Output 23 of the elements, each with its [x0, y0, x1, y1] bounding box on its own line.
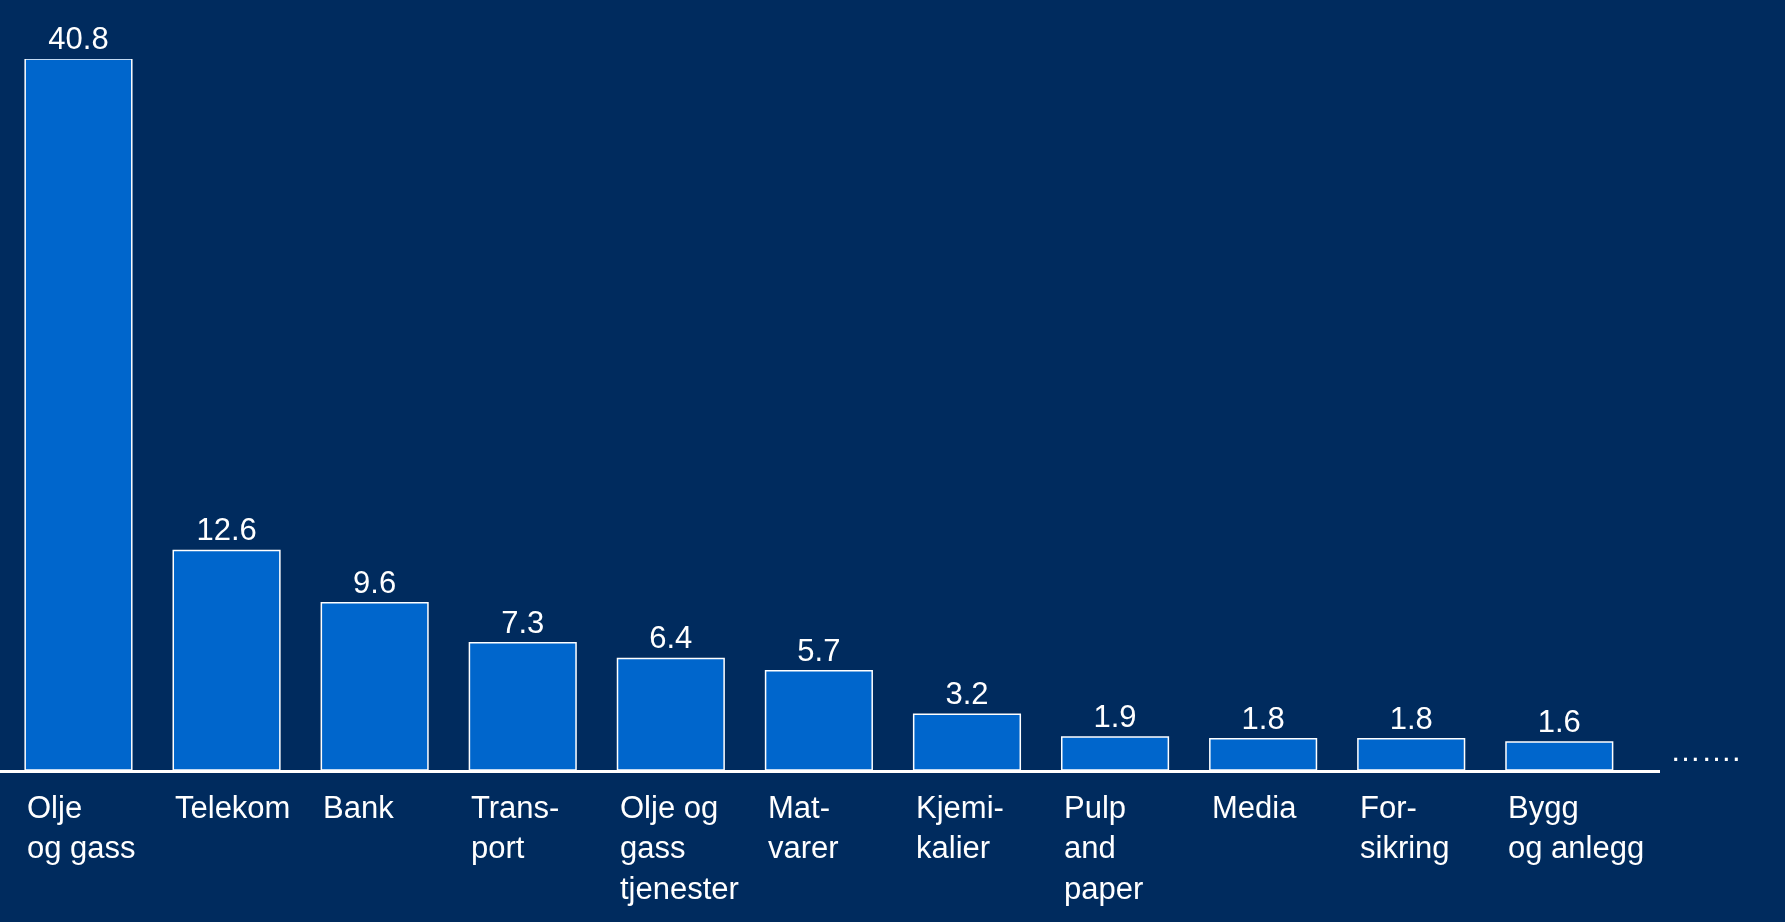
data-label: 40.8 [48, 21, 109, 56]
x-tick-label: Mat- varer [768, 790, 839, 866]
text: ……. [1670, 733, 1741, 768]
x-tick-label: Bygg og anlegg [1508, 790, 1645, 866]
x-tick-label: Kjemi- kalier [916, 790, 1004, 866]
data-label: 5.7 [797, 632, 841, 668]
data-label: 3.2 [945, 676, 989, 712]
x-tick-label: Bank [323, 790, 395, 825]
data-label: 7.3 [501, 604, 545, 640]
x-tick-label: Media [1212, 790, 1298, 825]
data-label: 9.6 [353, 564, 397, 600]
x-tick-label: For- sikring [1360, 790, 1450, 866]
x-tick-label: Pulp and paper [1064, 790, 1144, 906]
x-tick-label: Olje og gass tjenester [620, 790, 739, 906]
data-label: 12.6 [196, 512, 257, 548]
data-label: 1.6 [1537, 704, 1581, 740]
data-label: 1.9 [1093, 698, 1137, 734]
x-tick-label: Olje og gass [27, 790, 136, 866]
x-tick-label: Trans- port [471, 790, 560, 866]
x-tick-label: Telekom [175, 790, 291, 825]
data-label: 1.8 [1389, 700, 1433, 736]
data-label: 6.4 [649, 620, 693, 656]
data-label: 1.8 [1241, 700, 1285, 736]
